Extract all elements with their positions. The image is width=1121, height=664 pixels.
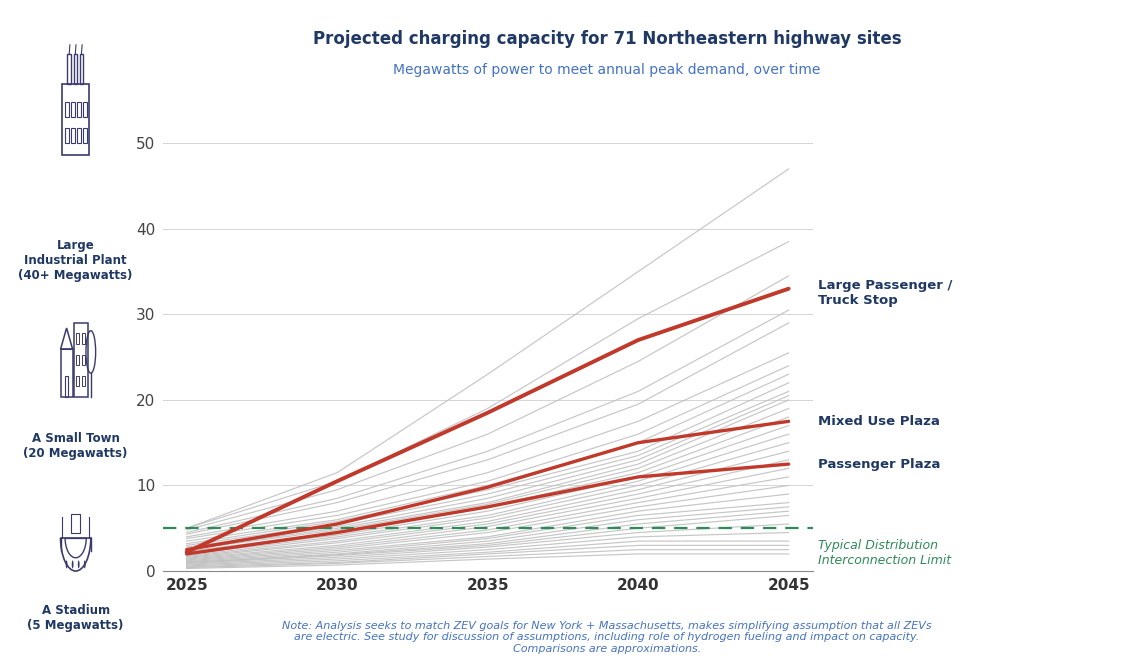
Bar [77, 129, 81, 143]
Bar [65, 102, 68, 117]
Circle shape [77, 560, 80, 568]
Bar [77, 102, 81, 117]
Text: Large Passenger /
Truck Stop: Large Passenger / Truck Stop [818, 279, 953, 307]
Bar [74, 54, 77, 84]
Text: A Small Town
(20 Megawatts): A Small Town (20 Megawatts) [24, 432, 128, 459]
Text: Passenger Plaza: Passenger Plaza [818, 457, 941, 471]
Bar [61, 349, 73, 397]
Bar [65, 376, 68, 397]
Text: Megawatts of power to meet annual peak demand, over time: Megawatts of power to meet annual peak d… [393, 63, 821, 77]
Text: Projected charging capacity for 71 Northeastern highway sites: Projected charging capacity for 71 North… [313, 30, 901, 48]
Bar [67, 54, 71, 84]
Circle shape [66, 560, 67, 568]
Bar [80, 54, 83, 84]
Bar [76, 333, 80, 344]
Bar [74, 323, 87, 397]
Text: Note: Analysis seeks to match ZEV goals for New York + Massachusetts, makes simp: Note: Analysis seeks to match ZEV goals … [282, 621, 932, 654]
Bar [82, 333, 85, 344]
Bar [82, 376, 85, 386]
Bar [71, 102, 75, 117]
Text: A Stadium
(5 Megawatts): A Stadium (5 Megawatts) [28, 604, 123, 632]
Bar [83, 129, 87, 143]
Bar [65, 129, 68, 143]
Bar [72, 514, 80, 533]
Text: Large
Industrial Plant
(40+ Megawatts): Large Industrial Plant (40+ Megawatts) [18, 239, 133, 282]
Circle shape [72, 560, 74, 568]
Bar [62, 84, 90, 155]
Text: Mixed Use Plaza: Mixed Use Plaza [818, 415, 941, 428]
Bar [82, 355, 85, 365]
Circle shape [84, 560, 85, 568]
Bar [71, 129, 75, 143]
Bar [76, 355, 80, 365]
Bar [83, 102, 87, 117]
Text: Typical Distribution
Interconnection Limit: Typical Distribution Interconnection Lim… [818, 539, 952, 566]
Bar [76, 376, 80, 386]
